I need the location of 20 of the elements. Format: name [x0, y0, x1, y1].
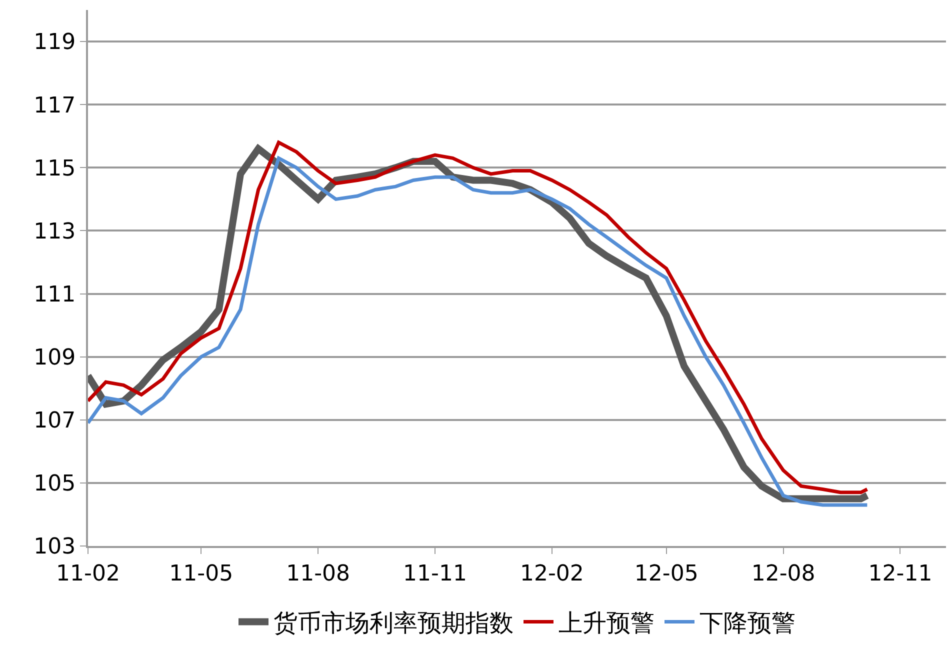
y-tick-label: 113 [34, 219, 76, 244]
x-tick-label: 11-11 [403, 561, 467, 586]
y-tick-label: 111 [34, 282, 76, 308]
x-tick-label: 12-05 [634, 561, 698, 586]
legend-label: 下降预警 [700, 609, 796, 638]
x-tick-label: 11-05 [169, 561, 234, 586]
legend-label: 上升预警 [558, 609, 654, 638]
x-tick-label: 11-02 [56, 561, 120, 586]
y-tick-label: 117 [34, 93, 76, 118]
x-tick-label: 11-08 [286, 561, 350, 586]
y-tick-label: 109 [34, 346, 76, 371]
y-tick-label: 119 [34, 30, 76, 56]
x-tick-label: 12-11 [868, 561, 932, 586]
x-tick-label: 12-02 [520, 561, 584, 586]
x-tick-label: 12-08 [751, 561, 816, 586]
y-tick-label: 115 [34, 156, 76, 182]
legend-label: 货币市场利率预期指数 [274, 609, 514, 638]
y-tick-label: 103 [34, 534, 76, 560]
y-tick-label: 107 [34, 408, 76, 434]
y-tick-label: 105 [34, 472, 76, 497]
